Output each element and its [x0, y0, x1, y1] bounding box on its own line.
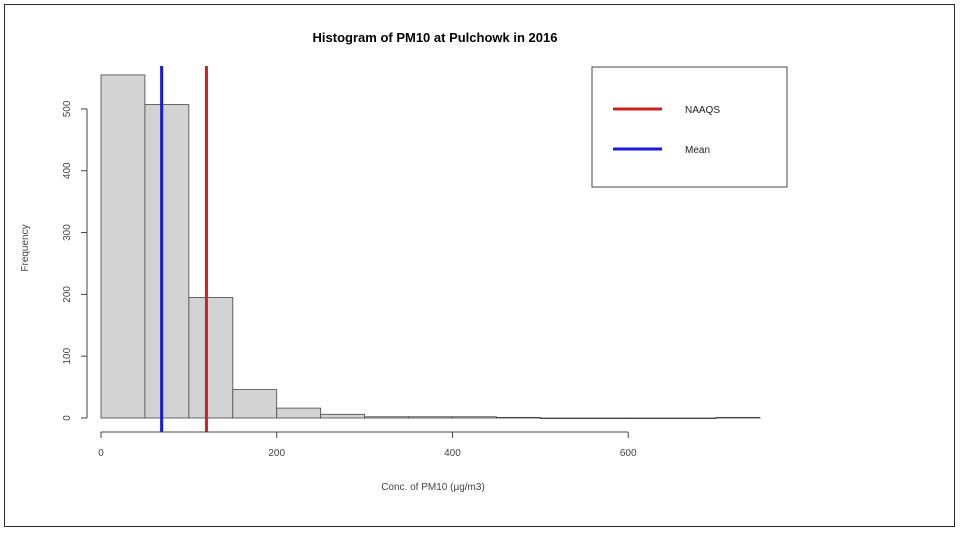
x-axis-label: Conc. of PM10 (µg/m3): [381, 482, 485, 493]
y-axis: 0 100 200 300 400 500: [62, 100, 88, 421]
histogram-bar: [408, 416, 453, 419]
y-axis-label: Frequency: [20, 224, 31, 271]
histogram-bar: [100, 74, 146, 419]
y-tick-label: 500: [62, 100, 73, 117]
histogram-bar: [320, 413, 365, 419]
y-tick-label: 100: [62, 347, 73, 364]
chart-title: Histogram of PM10 at Pulchowk in 2016: [313, 30, 558, 45]
legend-box: [591, 66, 788, 188]
y-tick-label: 400: [62, 162, 73, 179]
legend-label: NAAQS: [685, 105, 720, 116]
histogram-bar: [583, 417, 629, 420]
histogram-bar: [539, 417, 585, 420]
x-tick-label: 0: [98, 448, 104, 459]
histogram-bars: [100, 74, 761, 420]
histogram-bar: [188, 297, 234, 419]
histogram-bar: [364, 416, 409, 419]
x-tick-label: 600: [620, 448, 637, 459]
x-axis: 0 200 400 600: [98, 431, 637, 459]
histogram-bar: [452, 416, 497, 419]
y-tick-label: 200: [62, 286, 73, 303]
histogram-bar: [495, 416, 541, 419]
reference-lines: [160, 66, 208, 432]
histogram-bar: [276, 407, 322, 419]
histogram-bar: [671, 417, 717, 420]
x-tick-label: 200: [268, 448, 285, 459]
x-tick-label: 400: [444, 448, 461, 459]
histogram-bar: [144, 104, 190, 419]
y-tick-label: 0: [62, 415, 73, 421]
legend-label: Mean: [685, 145, 710, 156]
histogram-bar: [715, 416, 761, 419]
y-tick-label: 300: [62, 224, 73, 241]
legend: NAAQS Mean: [591, 66, 788, 188]
histogram-bar: [232, 389, 278, 419]
histogram-bar: [627, 417, 673, 420]
